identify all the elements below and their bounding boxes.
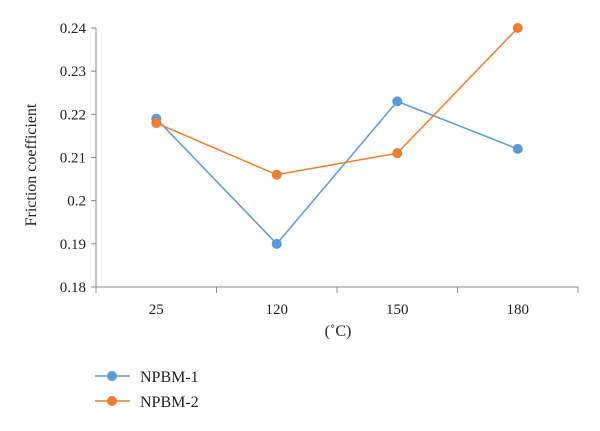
- legend: NPBM-1 NPBM-2: [95, 369, 199, 411]
- legend-label: NPBM-1: [140, 369, 199, 386]
- data-point: [392, 148, 403, 159]
- y-tick-label: 0.19: [60, 237, 86, 253]
- y-tick-label: 0.23: [60, 64, 86, 80]
- y-tick-label: 0.24: [60, 21, 87, 37]
- y-tick-label: 0.2: [67, 194, 86, 210]
- series-npbm-1: [151, 96, 523, 249]
- y-tick-label: 0.22: [60, 107, 86, 123]
- data-point: [151, 117, 162, 128]
- legend-marker: [107, 396, 117, 406]
- data-point: [392, 96, 403, 107]
- x-tick-label: 120: [266, 302, 289, 318]
- series-npbm-2: [151, 23, 523, 180]
- y-axis: 0.18 0.19 0.2 0.21 0.22 0.23 0.24: [60, 21, 97, 296]
- x-axis-title: (˚C): [325, 323, 352, 340]
- series-layer: [151, 23, 523, 249]
- data-point: [512, 143, 523, 154]
- data-point: [271, 238, 282, 249]
- y-tick-label: 0.18: [60, 280, 86, 296]
- x-tick-label: 150: [386, 302, 409, 318]
- legend-label: NPBM-2: [140, 394, 199, 411]
- data-point: [512, 23, 523, 33]
- x-axis: 25 120 150 180: [95, 286, 579, 318]
- legend-item: NPBM-1: [95, 369, 199, 386]
- x-tick-label: 180: [507, 302, 530, 318]
- legend-item: NPBM-2: [95, 394, 199, 411]
- data-point: [271, 169, 282, 180]
- series-line: [155, 27, 519, 176]
- y-axis-title: Friction coefficient: [23, 103, 40, 226]
- legend-marker: [107, 371, 117, 381]
- series-line: [155, 100, 519, 245]
- y-tick-label: 0.21: [60, 151, 86, 167]
- x-tick-label: 25: [149, 302, 164, 318]
